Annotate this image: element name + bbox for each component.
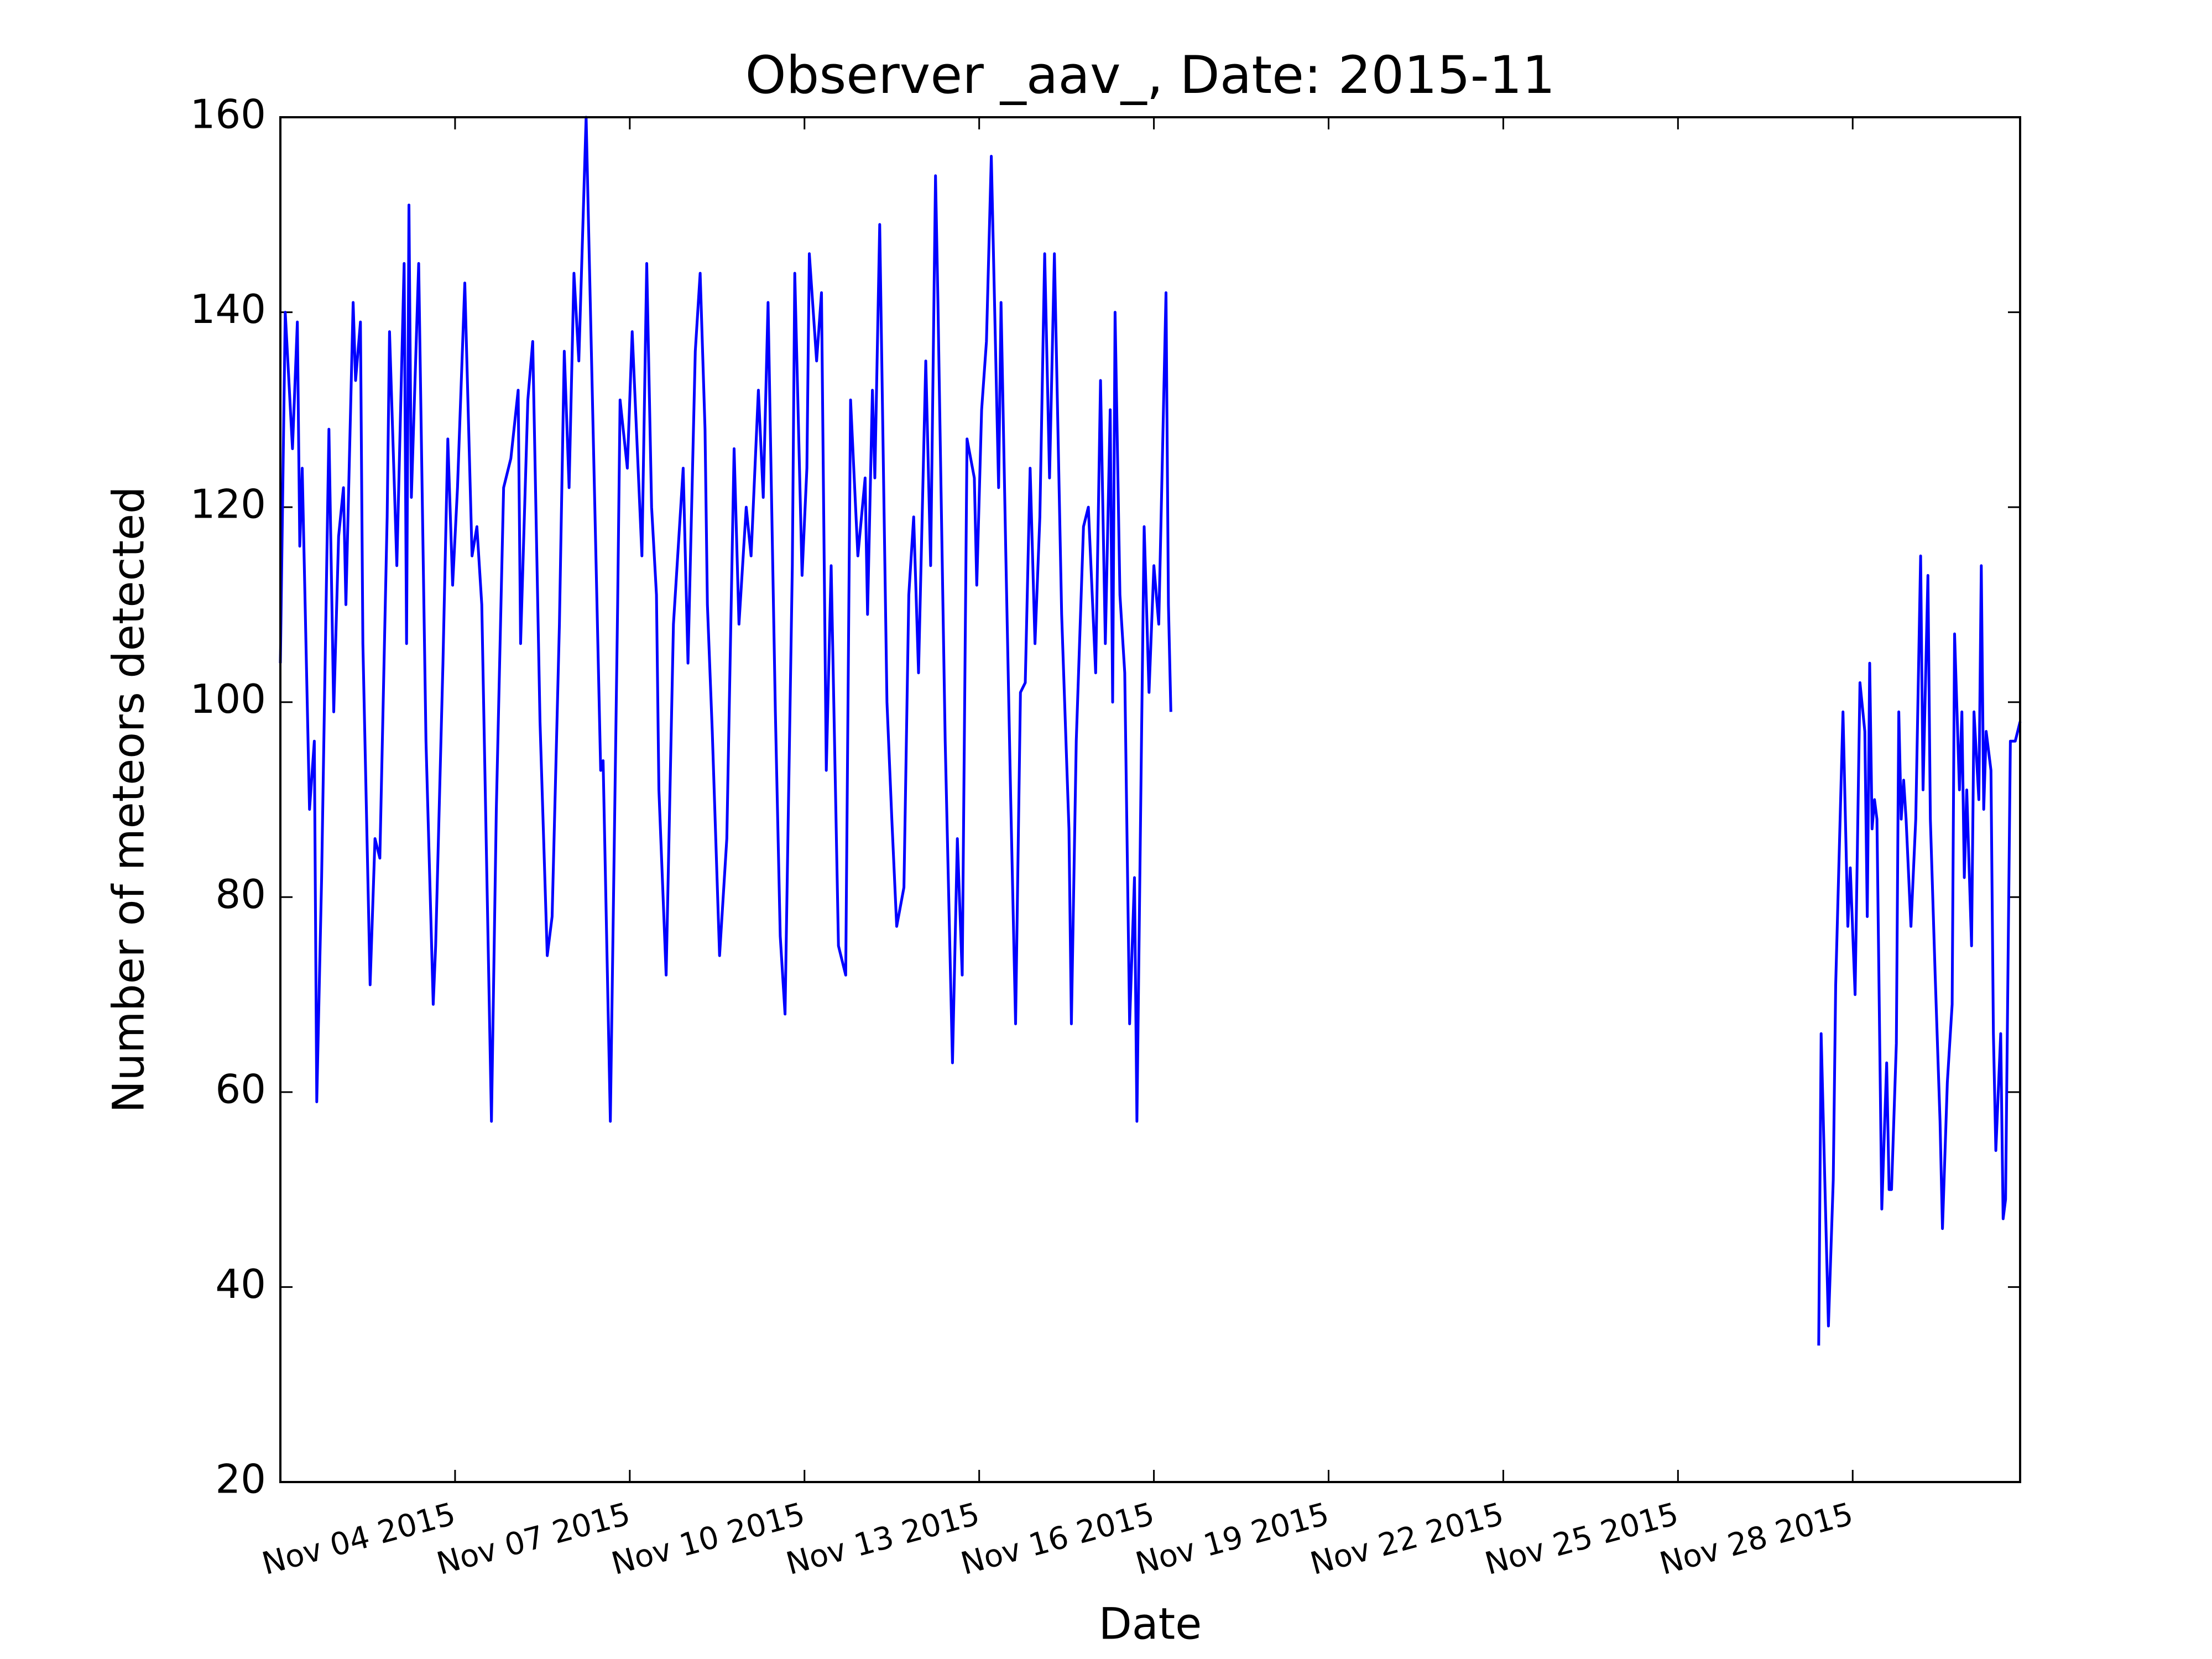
y-tick-label: 80 [215, 871, 266, 917]
y-tick-label: 160 [190, 91, 266, 138]
y-tick-label: 40 [215, 1261, 266, 1307]
y-tick-label: 100 [190, 676, 266, 722]
y-tick-label: 20 [215, 1456, 266, 1503]
y-axis-label: Number of meteors detected [104, 487, 154, 1113]
chart-title: Observer _aav_, Date: 2015-11 [745, 45, 1556, 106]
plot-frame [279, 116, 2021, 1483]
x-axis-label: Date [1099, 1599, 1202, 1649]
data-line [279, 116, 2022, 1346]
y-tick-label: 120 [190, 481, 266, 528]
y-tick-label: 140 [190, 286, 266, 332]
y-tick-label: 60 [215, 1066, 266, 1112]
